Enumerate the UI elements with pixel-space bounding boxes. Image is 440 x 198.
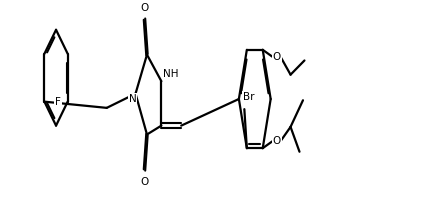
Text: O: O (272, 52, 281, 62)
Text: O: O (272, 136, 281, 146)
Text: NH: NH (162, 69, 178, 79)
Text: Br: Br (242, 92, 254, 102)
Text: O: O (140, 177, 149, 188)
Text: F: F (55, 97, 61, 107)
Text: N: N (128, 94, 136, 104)
Text: O: O (140, 4, 149, 13)
